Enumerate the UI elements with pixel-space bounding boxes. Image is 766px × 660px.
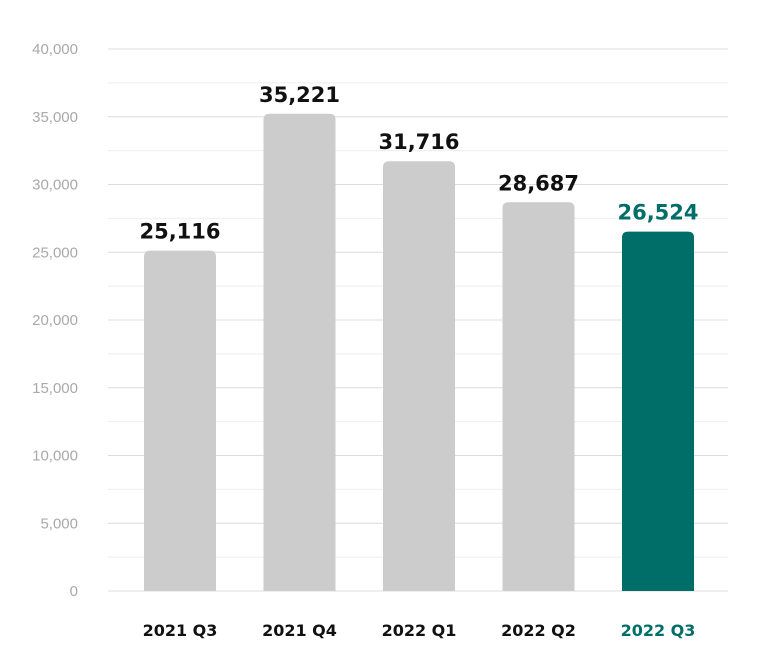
bar-2021-q3 bbox=[144, 250, 216, 591]
x-tick-label: 2021 Q4 bbox=[262, 621, 337, 640]
data-label: 31,716 bbox=[378, 130, 459, 154]
y-tick-label: 0 bbox=[70, 583, 78, 600]
bar-2022-q2 bbox=[502, 202, 575, 592]
y-tick-label: 5,000 bbox=[40, 515, 78, 532]
y-tick-label: 15,000 bbox=[32, 380, 78, 397]
y-tick-label: 20,000 bbox=[32, 312, 78, 329]
bar-2022-q1 bbox=[383, 161, 455, 591]
y-axis: 0 5,000 10,000 15,000 20,000 25,000 30,000 35,0… bbox=[32, 41, 78, 600]
x-tick-label: 2021 Q3 bbox=[143, 621, 218, 640]
y-tick-label: 25,000 bbox=[32, 244, 78, 261]
data-label: 35,221 bbox=[259, 83, 340, 107]
data-label: 28,687 bbox=[498, 171, 579, 195]
data-labels: 25,116 35,221 31,716 28,687 26,524 bbox=[139, 83, 698, 244]
y-tick-label: 10,000 bbox=[32, 448, 78, 465]
y-tick-label: 35,000 bbox=[32, 109, 78, 126]
bar-2021-q4 bbox=[263, 113, 336, 592]
x-tick-label: 2022 Q1 bbox=[382, 621, 457, 640]
bars bbox=[144, 113, 694, 592]
data-label: 25,116 bbox=[139, 220, 220, 244]
y-tick-label: 40,000 bbox=[32, 41, 78, 58]
bar-2022-q3 bbox=[622, 231, 694, 591]
x-tick-label: 2022 Q2 bbox=[501, 621, 576, 640]
y-tick-label: 30,000 bbox=[32, 177, 78, 194]
x-tick-label: 2022 Q3 bbox=[621, 621, 696, 640]
data-label: 26,524 bbox=[617, 201, 698, 225]
x-axis: 2021 Q3 2021 Q4 2022 Q1 2022 Q2 2022 Q3 bbox=[143, 621, 696, 640]
